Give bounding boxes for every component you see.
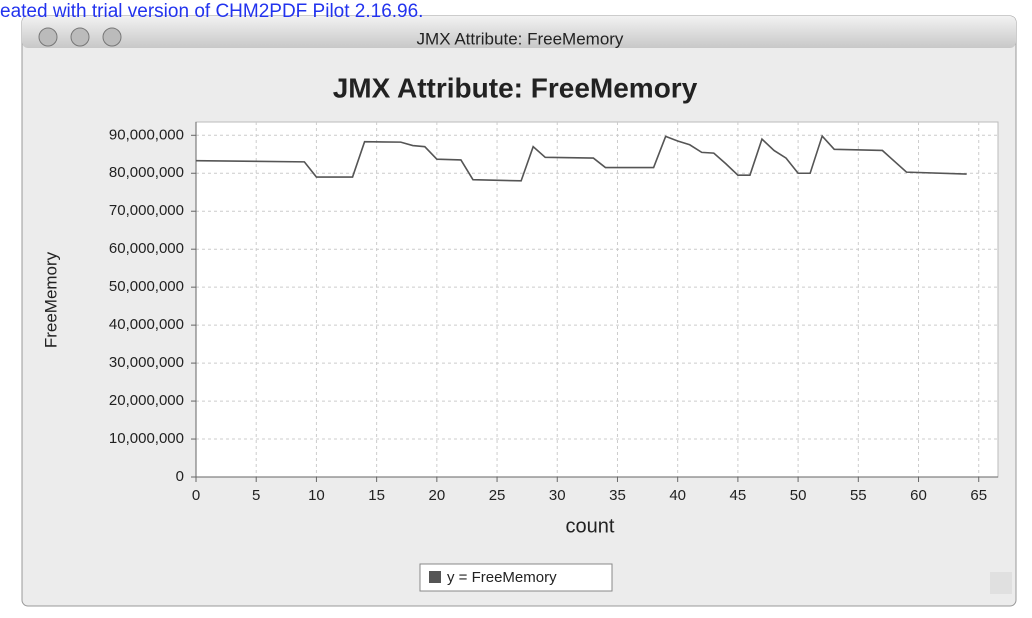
close-button[interactable] <box>38 27 58 47</box>
y-tick-label: 70,000,000 <box>109 202 184 219</box>
y-tick-label: 60,000,000 <box>109 240 184 257</box>
x-tick-label: 10 <box>308 487 325 504</box>
chart-title: JMX Attribute: FreeMemory <box>333 72 698 103</box>
x-tick-label: 50 <box>790 487 807 504</box>
x-tick-label: 5 <box>252 487 260 504</box>
x-tick-label: 45 <box>730 487 747 504</box>
x-tick-label: 15 <box>368 487 385 504</box>
minimize-button[interactable] <box>70 27 90 47</box>
x-tick-label: 60 <box>910 487 927 504</box>
y-tick-label: 50,000,000 <box>109 278 184 295</box>
legend-box <box>419 563 613 592</box>
title-bar <box>22 16 1016 48</box>
legend-swatch <box>429 571 441 583</box>
legend-label: y = FreeMemory <box>447 569 557 586</box>
y-tick-label: 40,000,000 <box>109 316 184 333</box>
plot-area <box>195 121 999 478</box>
x-tick-label: 25 <box>489 487 506 504</box>
x-tick-label: 65 <box>970 487 987 504</box>
y-axis-label: FreeMemory <box>41 251 60 348</box>
y-tick-label: 90,000,000 <box>109 126 184 143</box>
y-tick-label: 0 <box>176 468 184 485</box>
x-tick-label: 35 <box>609 487 626 504</box>
x-tick-label: 30 <box>549 487 566 504</box>
x-tick-label: 55 <box>850 487 867 504</box>
window-title: JMX Attribute: FreeMemory <box>417 29 624 48</box>
y-tick-label: 30,000,000 <box>109 354 184 371</box>
y-tick-label: 80,000,000 <box>109 164 184 181</box>
x-tick-label: 20 <box>428 487 445 504</box>
watermark: eated with trial version of CHM2PDF Pilo… <box>0 1 423 22</box>
data-line <box>195 134 967 182</box>
y-tick-label: 10,000,000 <box>109 430 184 447</box>
x-axis-label: count <box>566 515 615 537</box>
x-tick-label: 40 <box>669 487 686 504</box>
zoom-button[interactable] <box>102 27 122 47</box>
x-tick-label: 0 <box>192 487 200 504</box>
resize-grip[interactable] <box>990 572 1012 594</box>
y-tick-label: 20,000,000 <box>109 392 184 409</box>
